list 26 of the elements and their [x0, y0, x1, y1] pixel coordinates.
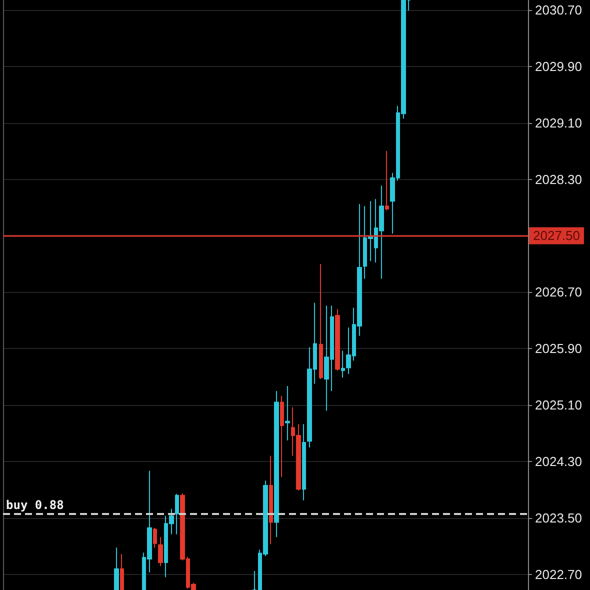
- candlestick: [158, 536, 163, 567]
- candlestick: [385, 150, 389, 211]
- candlestick: [302, 424, 306, 501]
- candlestick: [120, 554, 124, 590]
- y-tick-label: 2029.10: [535, 115, 582, 130]
- y-tick-label: 2030.70: [535, 2, 582, 18]
- y-tick-label: 2024.30: [535, 454, 582, 470]
- y-tick-label: 2022.70: [535, 566, 582, 582]
- y-tick-label: 2029.90: [535, 58, 582, 74]
- y-tick-label: 2026.70: [535, 284, 582, 300]
- candlestick: [285, 386, 290, 441]
- candlestick: [341, 350, 345, 378]
- candlestick: [274, 390, 279, 538]
- y-tick-label: 2025.10: [535, 398, 582, 413]
- ref-line-label: buy 0.88: [6, 498, 64, 512]
- y-tick-label: 2023.50: [535, 510, 582, 526]
- candlestick: [280, 395, 284, 478]
- y-tick-label: 2028.30: [535, 172, 582, 187]
- candlestick: [114, 547, 119, 590]
- candlestick: [153, 527, 157, 548]
- ref-line-label: 2027.50: [533, 228, 580, 244]
- y-tick-label: 2025.90: [535, 341, 582, 356]
- candlestick: [335, 308, 340, 372]
- candlestick: [175, 494, 179, 535]
- candlestick: [319, 263, 323, 380]
- candlestick: [269, 455, 273, 545]
